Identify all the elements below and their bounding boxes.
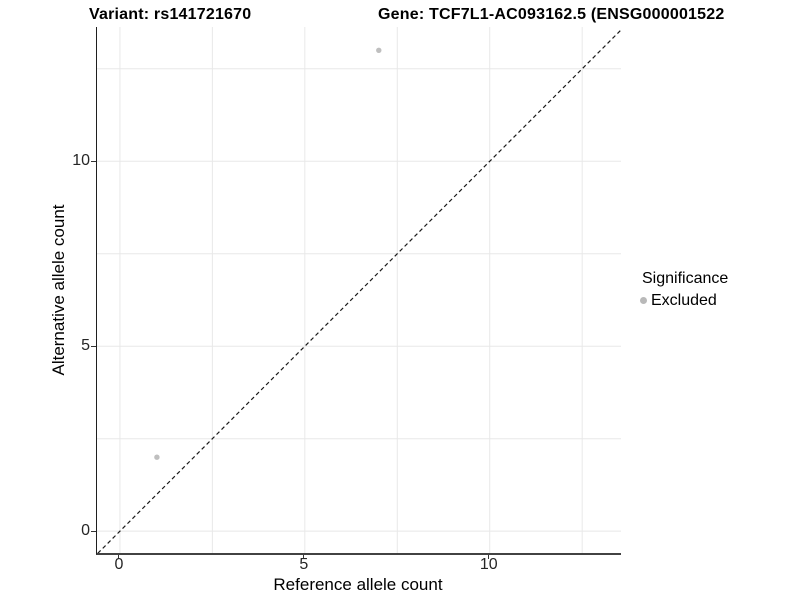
x-tick-label: 10 [479,556,498,573]
x-tick-mark [488,555,490,559]
x-tick-mark [118,555,120,559]
x-tick-label: 0 [114,556,124,573]
variant-title: Variant: rs141721670 [89,6,252,23]
y-tick-mark [91,161,96,162]
x-tick-mark [303,555,305,559]
y-tick-label: 0 [81,522,90,540]
y-tick-mark [91,531,96,532]
x-tick-label: 5 [299,556,309,573]
identity-dashed-line [97,29,621,553]
legend: Significance Excluded [640,269,728,310]
data-point [376,47,382,54]
data-point [154,454,160,460]
y-tick-mark [91,346,96,347]
legend-item-label: Excluded [651,292,717,309]
legend-point-icon [640,297,647,304]
y-tick-label: 10 [72,152,90,170]
plot-panel [96,27,621,555]
plot-area [97,27,621,553]
legend-title: Significance [642,270,729,287]
legend-item-excluded: Excluded [640,291,728,310]
x-axis-title: Reference allele count [273,575,443,594]
gene-title: Gene: TCF7L1-AC093162.5 (ENSG000001522 [378,6,725,23]
y-tick-label: 5 [81,337,90,355]
